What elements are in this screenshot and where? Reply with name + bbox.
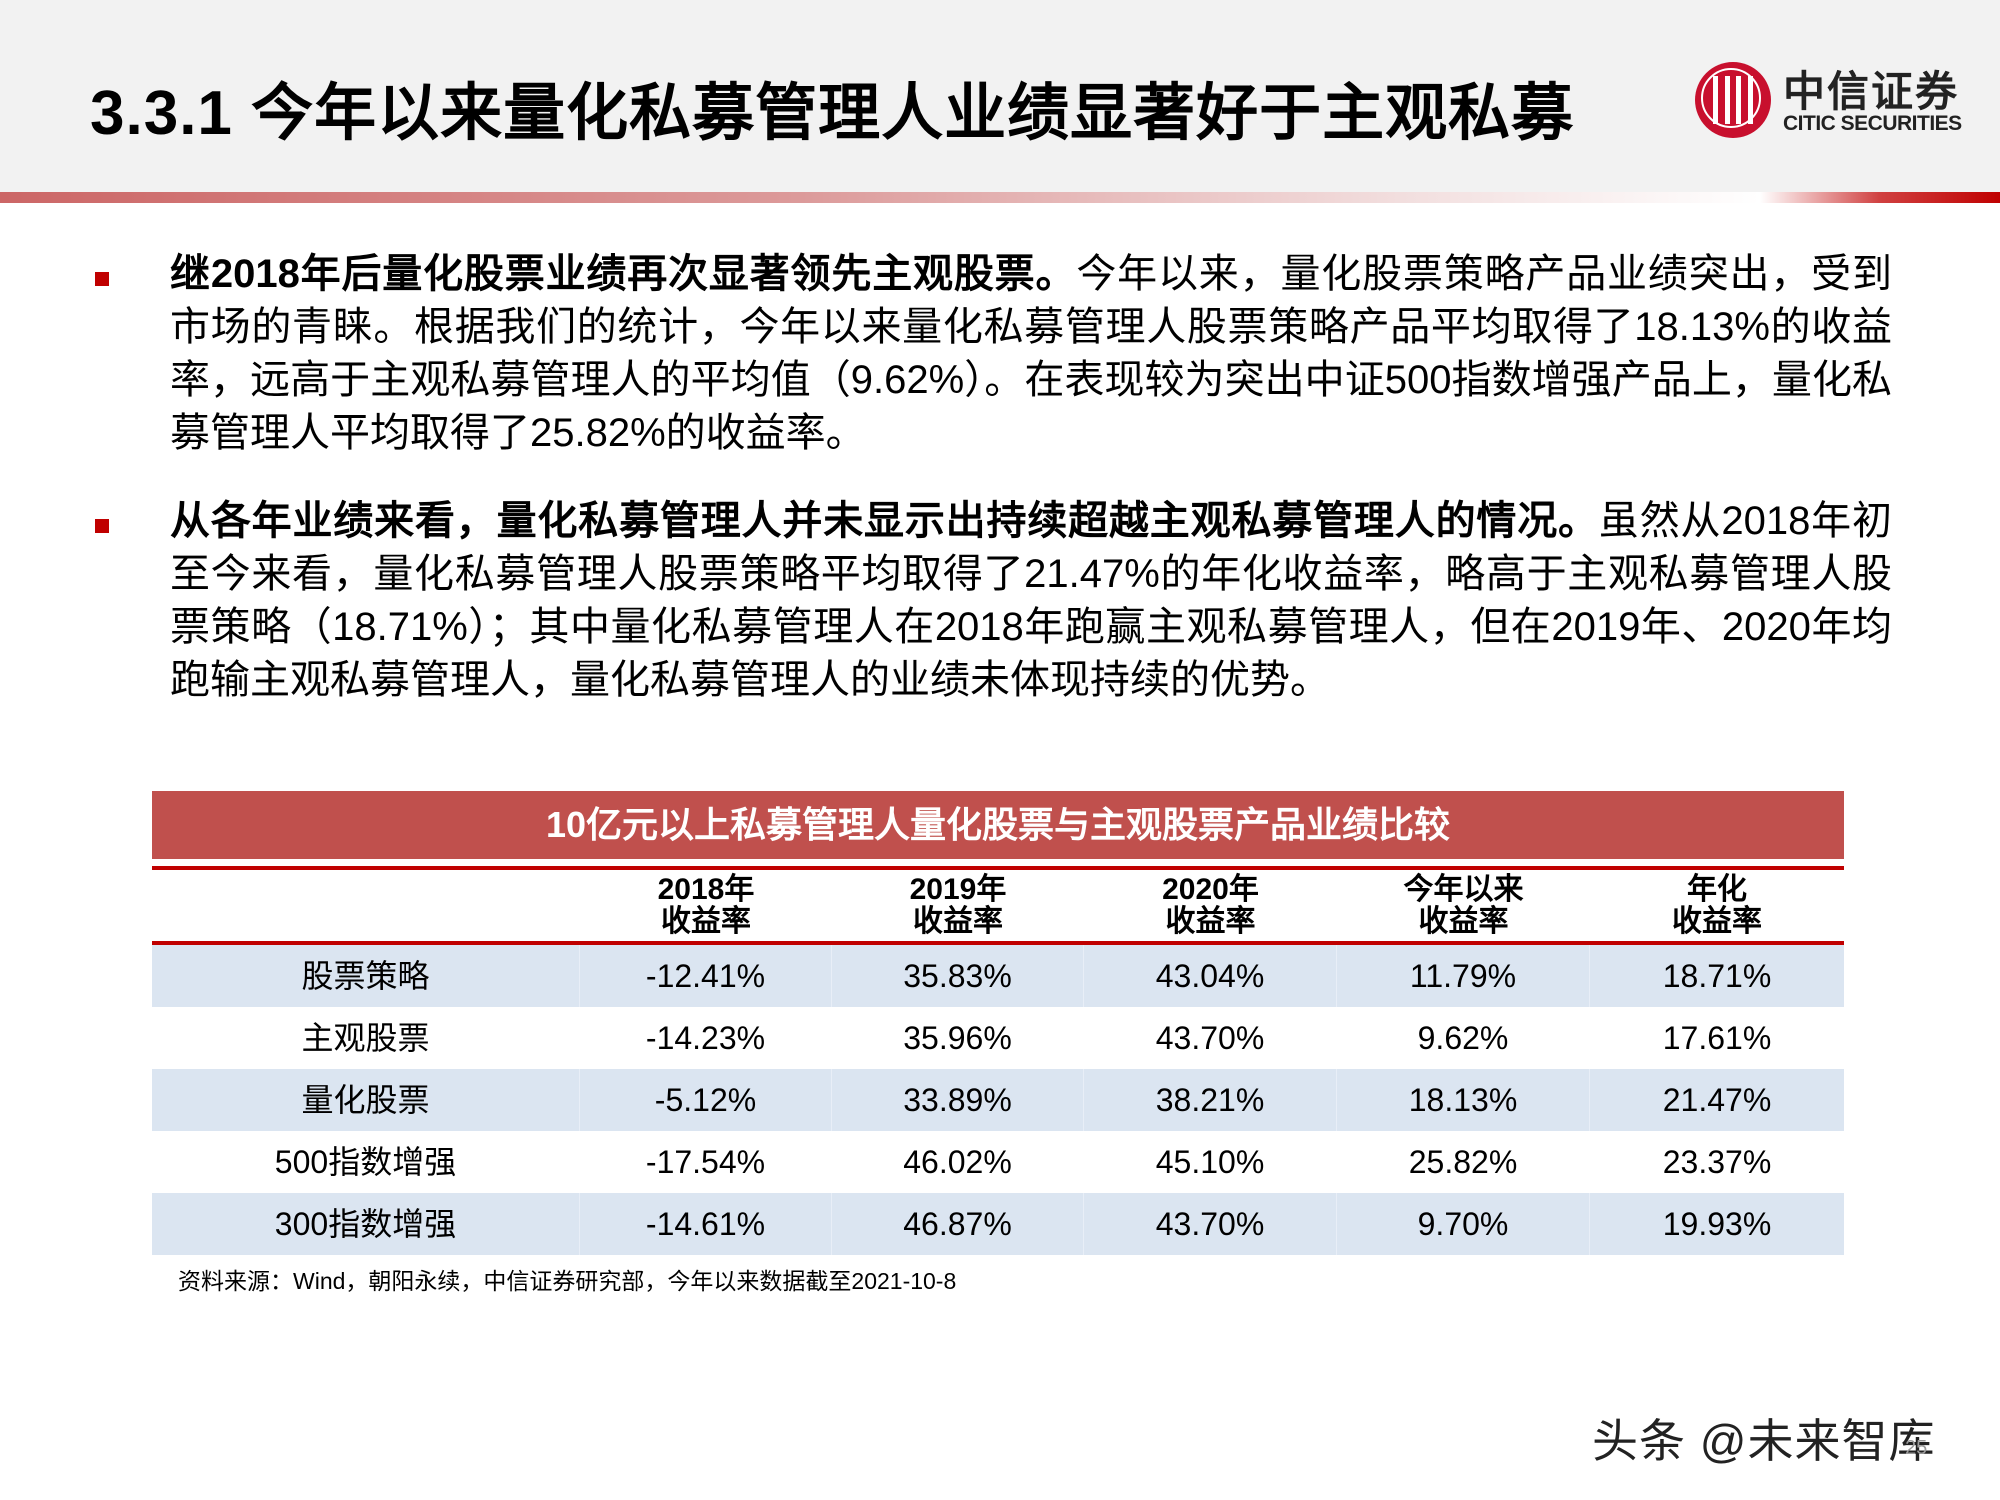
- bullet-1-text: 今年以来，量化股票策略产品业绩突出，受到市场的青睐。根据我们的统计，今年以来量化…: [170, 252, 1893, 455]
- page-number: 25: [1905, 1437, 1928, 1459]
- cell-annualized: 17.61%: [1662, 1020, 1772, 1056]
- bullet-paragraph-2: 从各年业绩来看，量化私募管理人并未显示出持续超越主观私募管理人的情况。虽然从20…: [170, 495, 1892, 707]
- source-note: 资料来源：Wind，朝阳永续，中信证券研究部，今年以来数据截至2021-10-8: [178, 1268, 957, 1294]
- cell-annualized: 23.37%: [1662, 1144, 1772, 1180]
- column-header-2018: 2018年 收益率: [657, 872, 755, 938]
- table-row: 300指数增强 -14.61% 46.87% 43.70% 9.70% 19.9…: [152, 1193, 1844, 1255]
- bullet-paragraph-1: 继2018年后量化股票业绩再次显著领先主观股票。今年以来，量化股票策略产品业绩突…: [170, 248, 1892, 460]
- column-header-category: [152, 870, 580, 941]
- column-header-ytd: 今年以来 收益率: [1403, 872, 1524, 938]
- bullet-2-text: 虽然从2018年初至今来看，量化私募管理人股票策略平均取得了21.47%的年化收…: [170, 499, 1893, 702]
- cell-2019: 35.96%: [832, 1007, 1084, 1069]
- cell-2019: 35.83%: [832, 945, 1084, 1007]
- citic-logo-icon: [1695, 62, 1771, 138]
- table-row: 量化股票 -5.12% 33.89% 38.21% 18.13% 21.47%: [152, 1069, 1844, 1131]
- row-label: 500指数增强: [152, 1131, 580, 1193]
- cell-2020: 38.21%: [1084, 1069, 1337, 1131]
- column-header-annualized: 年化 收益率: [1672, 872, 1762, 938]
- title-band: 3.3.1 今年以来量化私募管理人业绩显著好于主观私募 中信证券 CITIC S…: [0, 0, 2000, 192]
- cell-2019: 46.87%: [832, 1193, 1084, 1255]
- cell-annualized: 19.93%: [1662, 1206, 1772, 1242]
- table-title: 10亿元以上私募管理人量化股票与主观股票产品业绩比较: [152, 791, 1844, 859]
- watermark: 头条 @未来智库: [1592, 1415, 1936, 1467]
- row-label: 300指数增强: [152, 1193, 580, 1255]
- cell-ytd: 9.62%: [1337, 1007, 1590, 1069]
- bullet-2-lead: 从各年业绩来看，量化私募管理人并未显示出持续超越主观私募管理人的情况。: [170, 499, 1599, 543]
- row-label: 股票策略: [152, 945, 580, 1007]
- cell-2018: -14.23%: [580, 1007, 832, 1069]
- cell-ytd: 25.82%: [1337, 1131, 1590, 1193]
- header-divider: [0, 192, 2000, 203]
- table-row: 股票策略 -12.41% 35.83% 43.04% 11.79% 18.71%: [152, 945, 1844, 1007]
- table-row: 500指数增强 -17.54% 46.02% 45.10% 25.82% 23.…: [152, 1131, 1844, 1193]
- cell-annualized: 18.71%: [1662, 958, 1772, 994]
- table-header-row: 2018年 收益率 2019年 收益率 2020年 收益率 今年以来 收益率 年化 收益率: [152, 870, 1844, 941]
- cell-2018: -14.61%: [580, 1193, 832, 1255]
- bullet-1-lead: 继2018年后量化股票业绩再次显著领先主观股票。: [170, 252, 1077, 296]
- cell-ytd: 18.13%: [1337, 1069, 1590, 1131]
- logo-name-cn: 中信证券: [1783, 67, 1960, 116]
- cell-annualized: 21.47%: [1662, 1082, 1772, 1118]
- row-label: 主观股票: [152, 1007, 580, 1069]
- cell-ytd: 11.79%: [1337, 945, 1590, 1007]
- bullet-square-icon: [95, 272, 109, 286]
- table-row: 主观股票 -14.23% 35.96% 43.70% 9.62% 17.61%: [152, 1007, 1844, 1069]
- row-label: 量化股票: [152, 1069, 580, 1131]
- column-header-2020: 2020年 收益率: [1162, 872, 1259, 938]
- logo-name-en: CITIC SECURITIES: [1783, 112, 1962, 135]
- table-header-rule: [152, 941, 1844, 945]
- cell-2020: 43.04%: [1084, 945, 1337, 1007]
- table-top-rule: [152, 866, 1844, 870]
- cell-2019: 46.02%: [832, 1131, 1084, 1193]
- performance-table: 10亿元以上私募管理人量化股票与主观股票产品业绩比较 2018年 收益率 2019…: [152, 791, 1844, 1255]
- cell-ytd: 9.70%: [1337, 1193, 1590, 1255]
- cell-2018: -17.54%: [580, 1131, 832, 1193]
- cell-2019: 33.89%: [832, 1069, 1084, 1131]
- column-header-2019: 2019年 收益率: [909, 872, 1007, 938]
- citic-logo: 中信证券 CITIC SECURITIES: [1695, 62, 1985, 142]
- page-title: 3.3.1 今年以来量化私募管理人业绩显著好于主观私募: [90, 79, 1575, 148]
- cell-2020: 43.70%: [1084, 1007, 1337, 1069]
- cell-2020: 45.10%: [1084, 1131, 1337, 1193]
- cell-2018: -12.41%: [580, 945, 832, 1007]
- cell-2020: 43.70%: [1084, 1193, 1337, 1255]
- bullet-square-icon: [95, 519, 109, 533]
- cell-2018: -5.12%: [580, 1069, 832, 1131]
